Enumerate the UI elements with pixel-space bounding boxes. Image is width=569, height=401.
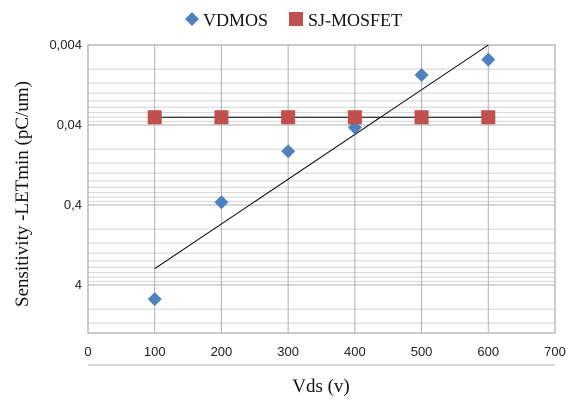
sj-mosfet-point [347, 110, 362, 125]
label-layer: 0 100 200 300 400 500 600 700 0,004 0,04 0,4 4 [49, 37, 565, 359]
plot-border [87, 44, 556, 334]
legend-square-icon [289, 12, 303, 26]
sj-mosfet-point [414, 110, 429, 125]
x-tick-label: 600 [477, 344, 499, 359]
marker-layer [147, 52, 496, 307]
sj-mosfet-point [281, 110, 296, 125]
legend: VDMOS SJ-MOSFET [185, 10, 402, 30]
axis-layer [87, 44, 556, 334]
x-axis-title: Vds (v) [292, 376, 350, 397]
vdmos-point [481, 52, 496, 67]
sj-mosfet-point [147, 110, 162, 125]
x-tick-label: 100 [144, 344, 166, 359]
grid-layer [87, 44, 556, 366]
legend-item-vdmos: VDMOS [185, 10, 268, 30]
x-tick-label: 700 [544, 344, 566, 359]
sj-mosfet-point [214, 110, 229, 125]
x-tick-label: 400 [344, 344, 366, 359]
x-tick-label: 300 [277, 344, 299, 359]
x-tick-label: 0 [84, 344, 91, 359]
legend-item-sj-mosfet: SJ-MOSFET [289, 10, 402, 30]
y-tick-label: 0,04 [57, 117, 82, 132]
legend-label-sj-mosfet: SJ-MOSFET [308, 10, 402, 30]
legend-diamond-icon [185, 12, 199, 26]
sj-mosfet-point [481, 110, 496, 125]
x-tick-label: 200 [211, 344, 233, 359]
y-tick-label: 0,4 [64, 197, 82, 212]
trendline-layer [154, 44, 489, 270]
y-tick-label: 4 [75, 277, 82, 292]
vdmos-point [414, 68, 429, 83]
vdmos-point [281, 144, 296, 159]
y-axis-title: Sensitivity -LETmin (pC/um) [12, 81, 33, 307]
x-tick-label: 500 [411, 344, 433, 359]
trendline-vdmos [154, 44, 489, 270]
y-tick-label: 0,004 [49, 37, 82, 52]
vdmos-point [147, 292, 162, 307]
vdmos-point [214, 195, 229, 210]
legend-label-vdmos: VDMOS [203, 10, 268, 30]
